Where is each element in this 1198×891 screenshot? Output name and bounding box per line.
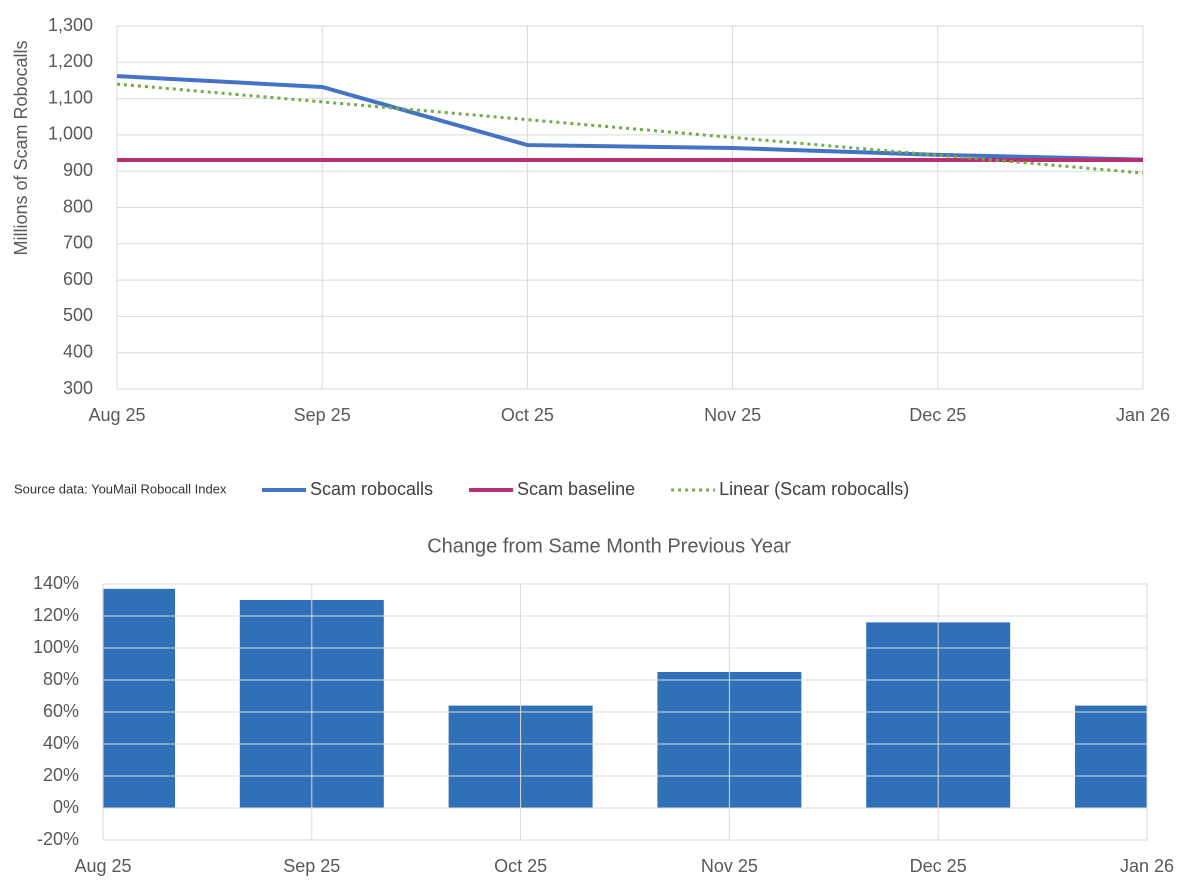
y-tick-label: 1,100 [48,87,93,107]
y-tick-label: 700 [63,233,93,253]
x-tick-label: Nov 25 [704,405,761,425]
bar [103,588,175,808]
chart-title: Change from Same Month Previous Year [427,535,791,557]
x-tick-label: Sep 25 [283,856,340,876]
y-axis-label: Millions of Scam Robocalls [11,40,31,255]
x-tick-label: Dec 25 [910,856,967,876]
x-tick-label: Aug 25 [88,405,145,425]
y-tick-label: 60% [43,701,79,721]
x-tick-label: Oct 25 [501,405,554,425]
y-tick-label: 1,000 [48,124,93,144]
y-tick-label: 20% [43,765,79,785]
x-tick-label: Nov 25 [701,856,758,876]
y-tick-label: 600 [63,269,93,289]
legend-label: Scam baseline [517,479,635,499]
y-tick-label: 900 [63,160,93,180]
y-tick-label: 0% [53,797,79,817]
y-tick-label: 140% [33,573,79,593]
bar [1075,705,1147,808]
x-tick-label: Sep 25 [294,405,351,425]
y-tick-label: 1,200 [48,51,93,71]
y-tick-label: 500 [63,305,93,325]
y-tick-label: 1,300 [48,15,93,35]
x-tick-label: Dec 25 [909,405,966,425]
y-tick-label: 120% [33,605,79,625]
source-note: Source data: YouMail Robocall Index [14,481,227,496]
x-tick-label: Aug 25 [74,856,131,876]
y-tick-label: -20% [37,829,79,849]
bar-group [103,588,1147,808]
legend-label: Linear (Scam robocalls) [719,479,909,499]
x-tick-label: Jan 26 [1120,856,1174,876]
x-tick-label: Jan 26 [1116,405,1170,425]
x-tick-label: Oct 25 [494,856,547,876]
y-tick-label: 800 [63,196,93,216]
y-tick-label: 400 [63,341,93,361]
y-tick-label: 300 [63,378,93,398]
y-tick-label: 80% [43,669,79,689]
series-line [116,74,1144,162]
legend-label: Scam robocalls [310,479,433,499]
y-tick-label: 100% [33,637,79,657]
y-tick-label: 40% [43,733,79,753]
